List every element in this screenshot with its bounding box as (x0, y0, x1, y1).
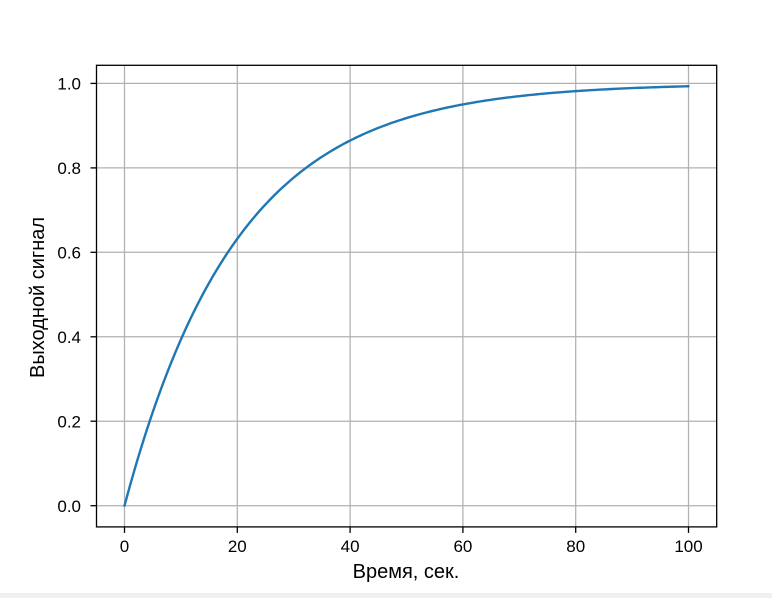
svg-text:20: 20 (228, 537, 247, 556)
svg-text:40: 40 (341, 537, 360, 556)
svg-text:0.2: 0.2 (57, 413, 81, 432)
svg-text:100: 100 (674, 537, 702, 556)
svg-text:0.0: 0.0 (57, 497, 81, 516)
svg-text:80: 80 (566, 537, 585, 556)
svg-text:0.6: 0.6 (57, 244, 81, 263)
svg-text:1.0: 1.0 (57, 75, 81, 94)
svg-text:0.8: 0.8 (57, 159, 81, 178)
svg-text:Время, сек.: Время, сек. (353, 561, 460, 583)
svg-text:0.4: 0.4 (57, 328, 81, 347)
svg-text:Выходной сигнал: Выходной сигнал (27, 217, 49, 378)
svg-text:0: 0 (120, 537, 129, 556)
svg-text:60: 60 (453, 537, 472, 556)
